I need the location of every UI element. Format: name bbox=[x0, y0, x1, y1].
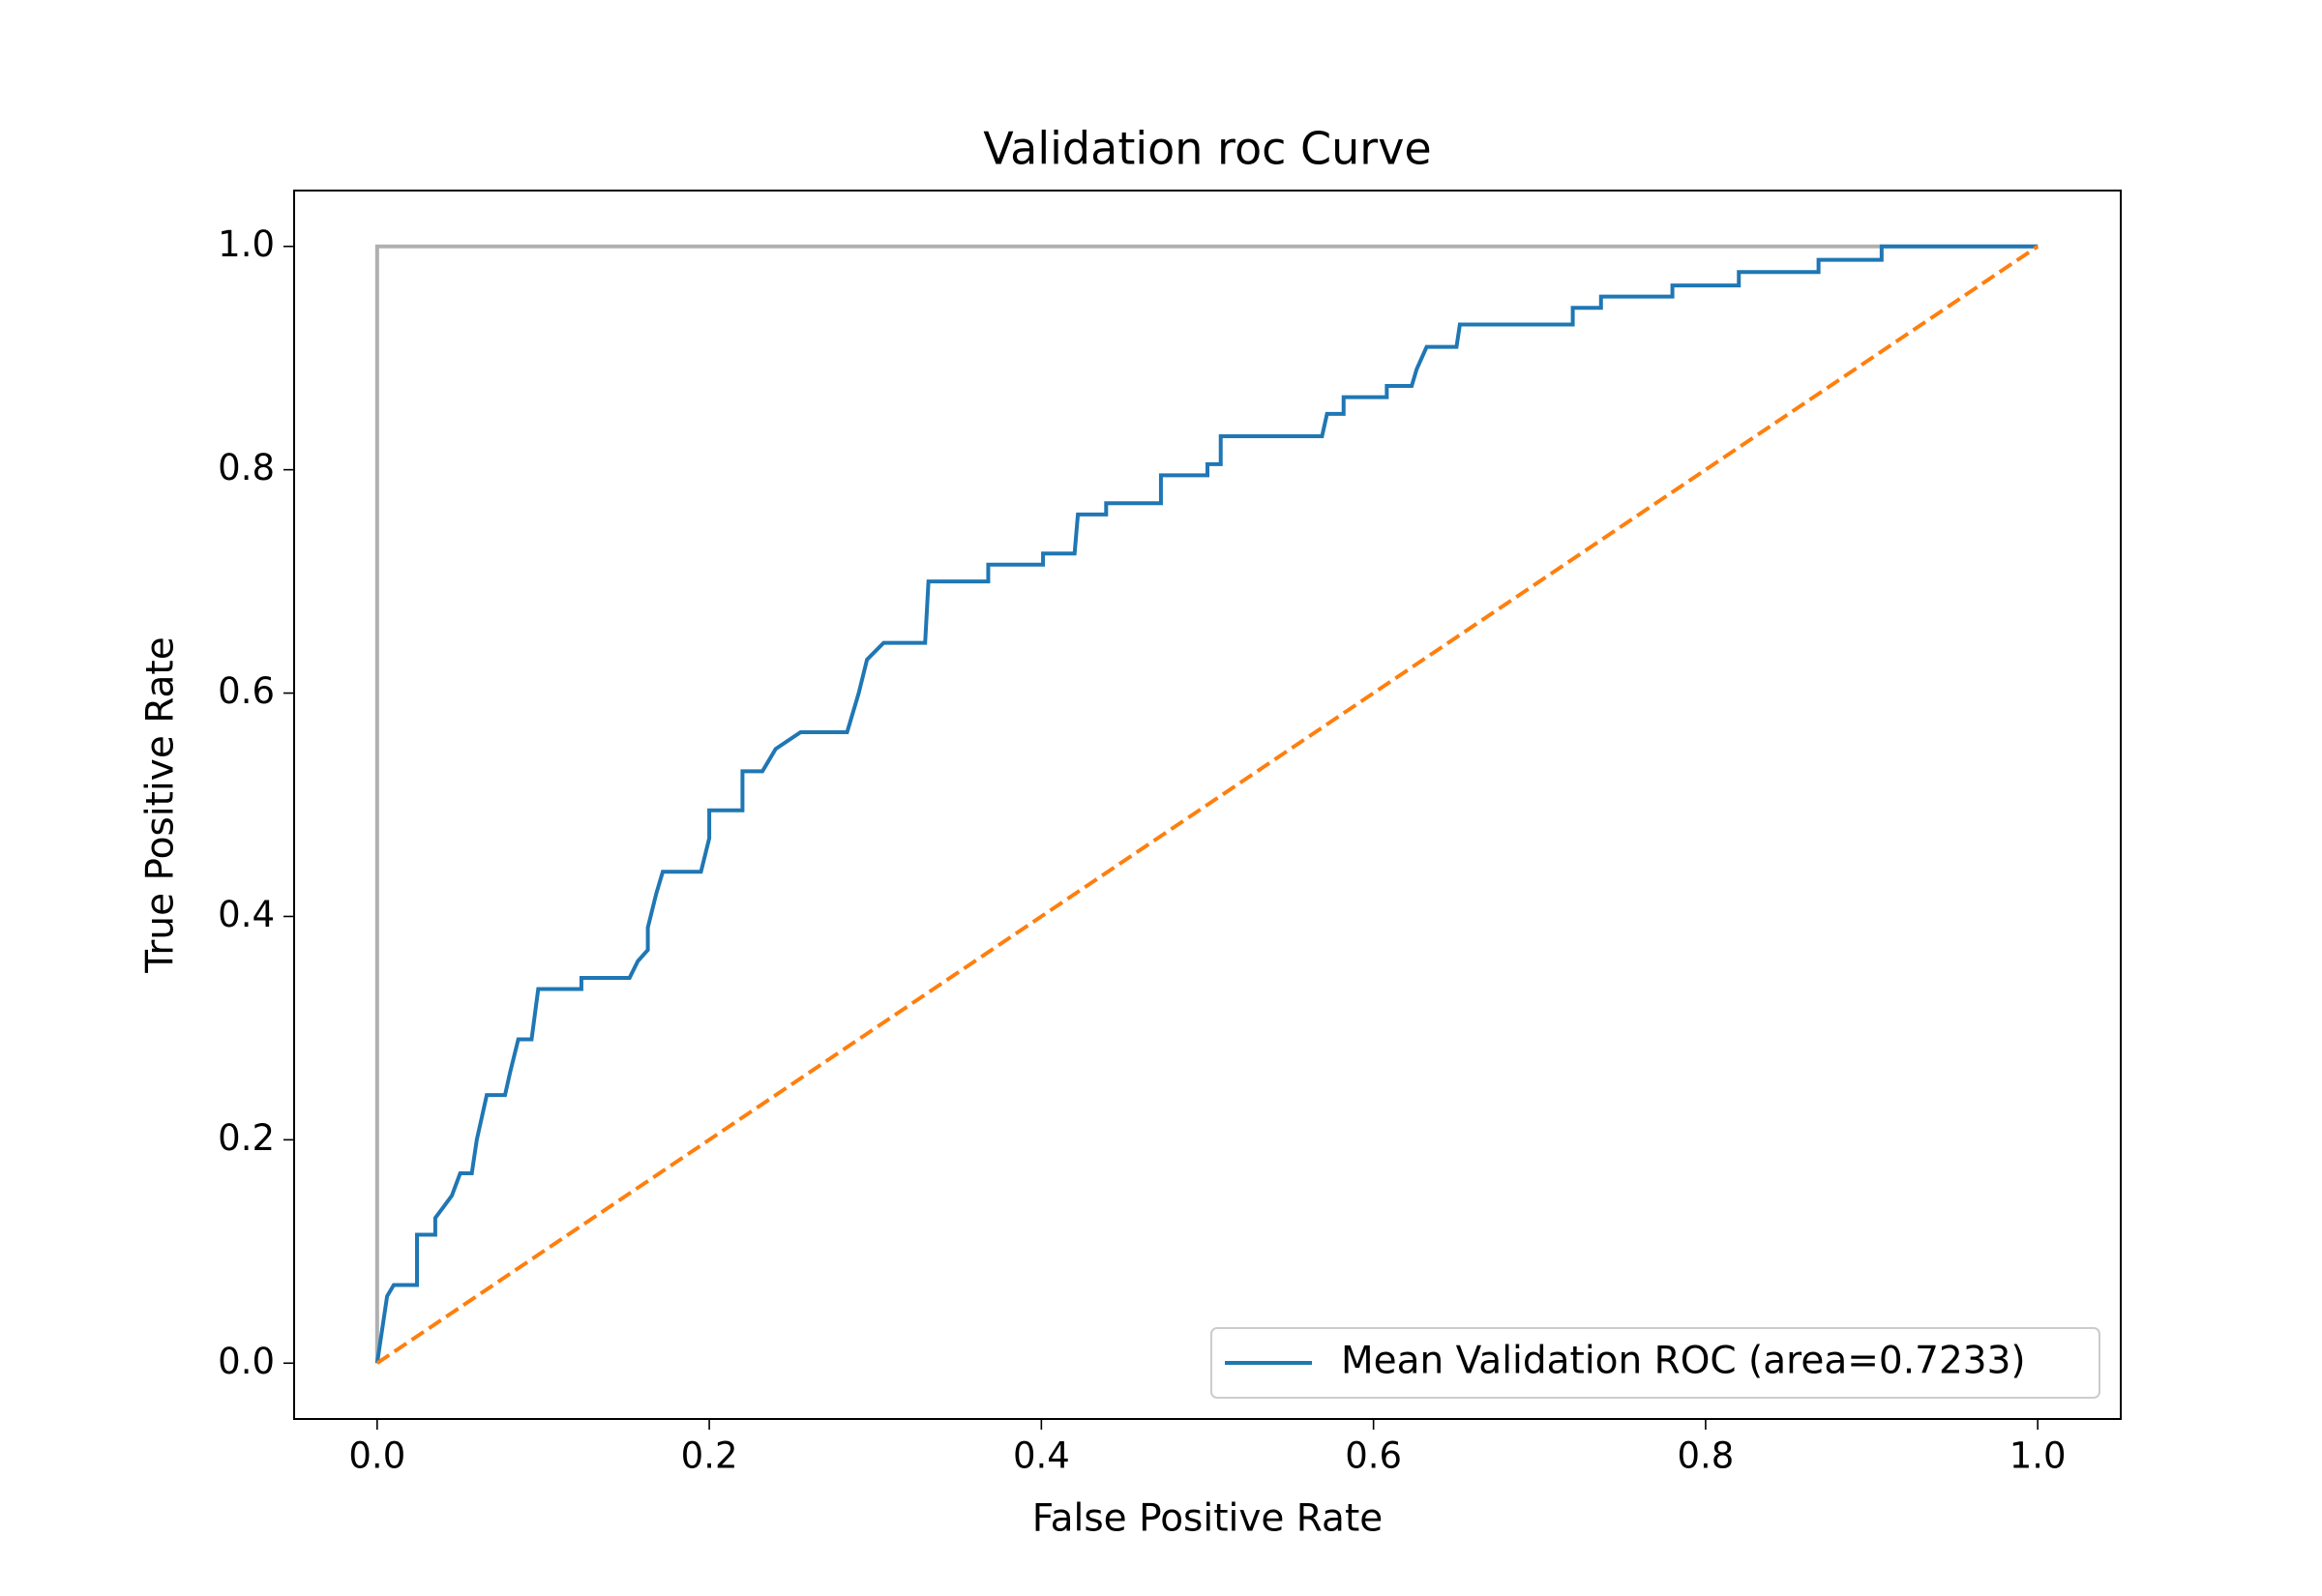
x-tick-label: 0.6 bbox=[1345, 1435, 1402, 1477]
y-tick-label: 0.6 bbox=[218, 670, 275, 712]
x-tick-label: 1.0 bbox=[2009, 1435, 2067, 1477]
series-line bbox=[375, 245, 2039, 1365]
y-tick-label: 1.0 bbox=[218, 223, 275, 265]
y-tick-label: 0.8 bbox=[218, 447, 275, 488]
x-tick-label: 0.0 bbox=[348, 1435, 405, 1477]
y-tick-label: 0.2 bbox=[218, 1117, 275, 1159]
x-axis-label: False Positive Rate bbox=[1032, 1497, 1383, 1541]
chart-title: Validation roc Curve bbox=[983, 123, 1431, 175]
x-tick-label: 0.8 bbox=[1677, 1435, 1734, 1477]
x-tick-label: 0.4 bbox=[1013, 1435, 1070, 1477]
y-tick-label: 0.0 bbox=[218, 1341, 275, 1382]
legend-box bbox=[1210, 1327, 2100, 1399]
y-axis-label: True Positive Rate bbox=[139, 636, 183, 973]
legend-label: Mean Validation ROC (area=0.7233) bbox=[1341, 1340, 2026, 1383]
series-line bbox=[374, 244, 2039, 1364]
axes-frame bbox=[293, 190, 2122, 1420]
x-tick-label: 0.2 bbox=[681, 1435, 738, 1477]
y-tick-label: 0.4 bbox=[218, 894, 275, 935]
series-line bbox=[374, 244, 2039, 1364]
